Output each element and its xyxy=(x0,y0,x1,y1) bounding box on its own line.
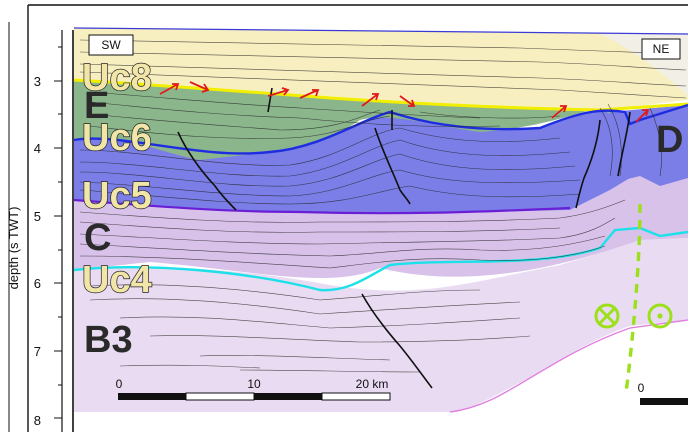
unit-d-fill xyxy=(600,105,688,186)
label-d: D xyxy=(656,119,683,161)
label-e: E xyxy=(84,85,109,127)
sw-box xyxy=(88,34,134,56)
depth-tick-3: 3 xyxy=(34,74,41,89)
label-b3: B3 xyxy=(84,319,133,361)
away-from-viewer-icon xyxy=(594,303,620,329)
sw-label: SW xyxy=(101,38,121,52)
label-uc6: Uc6 xyxy=(82,117,152,159)
depth-ticks xyxy=(54,46,62,419)
toward-viewer-icon xyxy=(647,303,673,329)
scale-label-10: 10 xyxy=(247,377,261,391)
fault-5 xyxy=(575,119,601,209)
depth-axis-title: depth (s TWT) xyxy=(6,207,21,290)
fault-arrows xyxy=(159,81,650,123)
geologic-units xyxy=(74,28,688,432)
horizon-uc8 xyxy=(73,78,688,112)
depth-tick-8: 8 xyxy=(34,413,41,428)
scale-label-20km: 20 km xyxy=(356,377,389,391)
upper-top-line xyxy=(73,27,688,35)
label-c: C xyxy=(84,217,111,259)
depth-tick-4: 4 xyxy=(34,141,41,156)
fault-7 xyxy=(267,87,273,113)
scale-label-0: 0 xyxy=(116,377,123,391)
label-uc5: Uc5 xyxy=(82,175,152,217)
unit-b3-fill xyxy=(74,238,688,412)
base-line-pink xyxy=(449,319,688,413)
scale-bar: 0 10 20 km 0 xyxy=(116,377,688,405)
depth-tick-5: 5 xyxy=(34,209,41,224)
depth-tick-6: 6 xyxy=(34,276,41,291)
direction-labels: SW NE xyxy=(88,34,681,60)
depth-axis: depth (s TWT) 3 4 5 6 7 8 xyxy=(6,30,74,432)
horizon-uc5 xyxy=(73,198,571,215)
unit-e-fill xyxy=(74,80,620,160)
green-dashed-fault xyxy=(624,203,642,393)
scale-label-right-0: 0 xyxy=(638,381,645,395)
fault-6 xyxy=(617,111,631,177)
ne-box xyxy=(641,38,681,60)
label-uc8: Uc8 xyxy=(82,57,152,99)
unit-c-fill xyxy=(74,172,688,278)
unit-blue-fill xyxy=(74,110,688,214)
fault-4 xyxy=(361,293,433,389)
seismic-reflectors xyxy=(79,39,687,373)
ne-label: NE xyxy=(653,42,670,56)
fault-1 xyxy=(177,131,237,211)
unit-labels: Uc8 E Uc6 Uc5 C Uc4 B3 D xyxy=(81,56,683,361)
scale-bar-right xyxy=(640,398,688,405)
strike-slip-fault xyxy=(594,203,673,393)
label-uc4: Uc4 xyxy=(82,259,152,301)
faults xyxy=(177,87,631,389)
depth-tick-7: 7 xyxy=(34,344,41,359)
fault-2 xyxy=(374,127,411,205)
